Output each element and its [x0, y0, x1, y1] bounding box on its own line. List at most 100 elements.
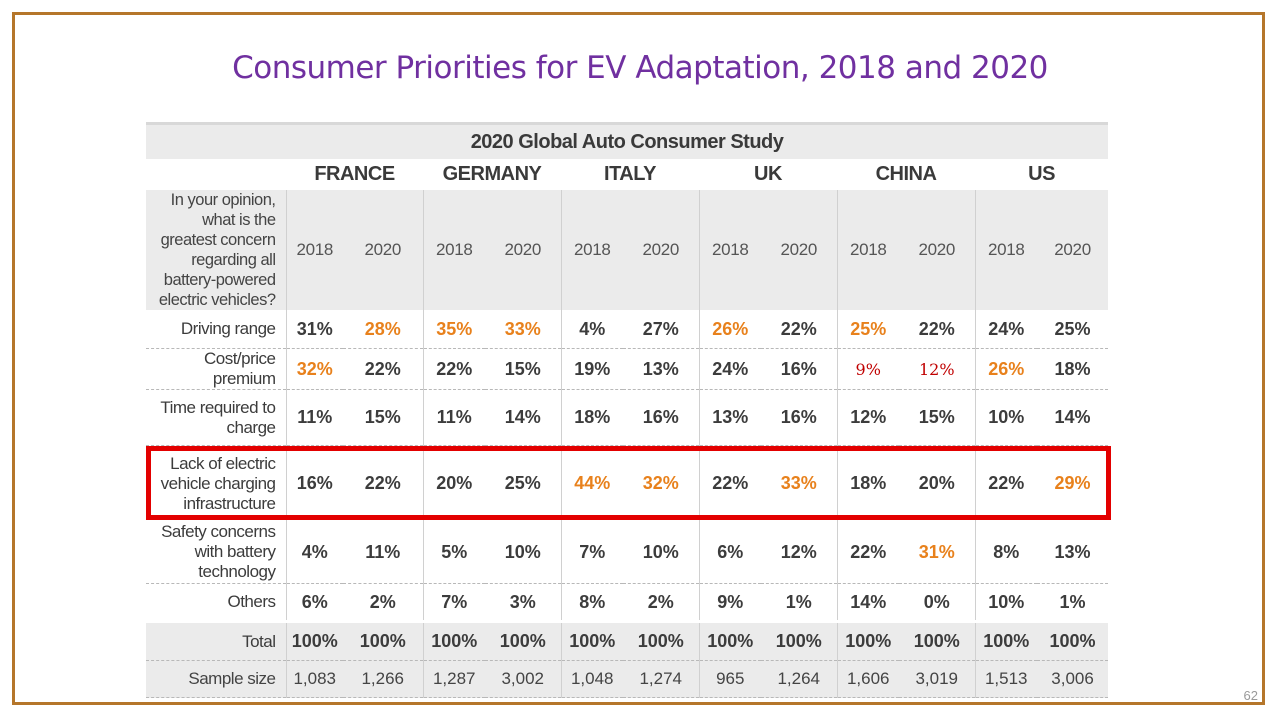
- cell: 13%: [623, 348, 699, 390]
- cell: 1%: [785, 591, 812, 612]
- cell: 35%: [422, 310, 485, 349]
- cell: 25%: [836, 310, 899, 349]
- cell: 0%: [923, 591, 950, 612]
- cell: 18%: [836, 445, 899, 521]
- cell: 15%: [485, 348, 561, 390]
- consumer-study-table: 2020 Global Auto Consumer Study FRANCE G…: [146, 122, 1109, 698]
- year-header: 2020: [623, 190, 699, 310]
- table-row-infrastructure: Lack of electric vehicle charging infras…: [146, 445, 1108, 521]
- cell: 22%: [698, 445, 761, 521]
- year-header: 2018: [974, 190, 1037, 310]
- cell: 10%: [974, 389, 1037, 446]
- cell: 18%: [1037, 348, 1109, 390]
- cell: 29%: [1054, 473, 1091, 493]
- row-label: Cost/price premium: [146, 348, 286, 390]
- cell: 1,287: [422, 660, 485, 698]
- cell: 100%: [422, 620, 485, 661]
- cell: 22%: [422, 348, 485, 390]
- cell: 20%: [918, 473, 955, 493]
- cell: 26%: [974, 348, 1037, 390]
- cell: 100%: [698, 620, 761, 661]
- row-label: Others: [227, 592, 276, 611]
- year-header: 2018: [285, 190, 343, 310]
- cell: 10%: [485, 521, 561, 584]
- cell: 33%: [485, 310, 561, 349]
- cell: 14%: [1037, 389, 1109, 446]
- cell: 5%: [422, 521, 485, 584]
- cell: 100%: [836, 620, 899, 661]
- cell: 100%: [560, 620, 623, 661]
- cell: 1%: [1059, 591, 1086, 612]
- slide-title: Consumer Priorities for EV Adaptation, 2…: [232, 50, 1048, 86]
- header-blank: [146, 159, 286, 190]
- cell: 22%: [836, 521, 899, 584]
- cell: 3,006: [1037, 660, 1109, 698]
- cell: 1,274: [623, 660, 699, 698]
- cell: 8%: [560, 583, 623, 622]
- cell: 12%: [761, 521, 837, 584]
- year-header: 2020: [343, 190, 423, 310]
- table-row-others: Others 6% 2% 7% 3% 8% 2% 9% 1% 14% 0% 10…: [146, 583, 1108, 622]
- cell: 32%: [285, 348, 343, 390]
- country-header: UK: [754, 163, 782, 185]
- cell: 3,019: [899, 660, 975, 698]
- year-header: 2018: [698, 190, 761, 310]
- year-header: 2018: [422, 190, 485, 310]
- cell: 6%: [698, 521, 761, 584]
- cell: 100%: [899, 620, 975, 661]
- cell: 22%: [364, 473, 401, 493]
- cell: 4%: [285, 521, 343, 584]
- cell: 18%: [560, 389, 623, 446]
- cell: 1,513: [974, 660, 1037, 698]
- year-header: 2020: [761, 190, 837, 310]
- cell: 25%: [504, 473, 541, 493]
- cell: 1,048: [560, 660, 623, 698]
- cell: 4%: [560, 310, 623, 349]
- year-header: 2020: [1037, 190, 1109, 310]
- cell: 22%: [761, 310, 837, 349]
- cell: 10%: [623, 521, 699, 584]
- cell: 31%: [285, 310, 343, 349]
- table-row-sample-size: Sample size 1,083 1,266 1,287 3,002 1,04…: [146, 660, 1109, 698]
- row-label: Time required to charge: [146, 389, 286, 446]
- cell: 2%: [369, 591, 396, 612]
- row-label: Safety concerns with battery technology: [146, 521, 286, 584]
- cell: 15%: [899, 389, 975, 446]
- cell: 100%: [623, 620, 699, 661]
- page-number: 62: [1243, 688, 1258, 703]
- table-title: 2020 Global Auto Consumer Study: [146, 122, 1109, 159]
- table-row-safety: Safety concerns with battery technology …: [146, 521, 1109, 584]
- country-header: US: [1028, 163, 1055, 185]
- country-header: FRANCE: [314, 163, 395, 185]
- cell: 3,002: [485, 660, 561, 698]
- country-header-row: FRANCE GERMANY ITALY UK CHINA US: [146, 159, 1108, 190]
- cell: 28%: [343, 310, 423, 349]
- cell: 24%: [974, 310, 1037, 349]
- row-label: Sample size: [146, 660, 286, 698]
- cell: 16%: [285, 445, 343, 521]
- cell: 14%: [485, 389, 561, 446]
- cell: 24%: [698, 348, 761, 390]
- slide-frame: [12, 12, 1265, 705]
- cell: 9%: [698, 583, 761, 622]
- question-row: In your opinion, what is the greatest co…: [146, 190, 1109, 310]
- cell: 100%: [974, 620, 1037, 661]
- cell: 1,266: [343, 660, 423, 698]
- cell: 16%: [761, 348, 837, 390]
- cell: 11%: [422, 389, 485, 446]
- cell: 16%: [623, 389, 699, 446]
- cell: 16%: [761, 389, 837, 446]
- cell: 1,264: [761, 660, 837, 698]
- cell: 22%: [974, 445, 1037, 521]
- year-header: 2020: [485, 190, 561, 310]
- cell: 32%: [642, 473, 679, 493]
- cell: 100%: [343, 620, 423, 661]
- cell: 8%: [974, 521, 1037, 584]
- table-row-time-to-charge: Time required to charge 11% 15% 11% 14% …: [146, 389, 1109, 446]
- cell: 10%: [974, 583, 1037, 622]
- cell: 3%: [509, 591, 536, 612]
- cell: 965: [698, 660, 761, 698]
- cell: 100%: [761, 620, 837, 661]
- cell: 22%: [899, 310, 975, 349]
- country-header: ITALY: [604, 163, 656, 185]
